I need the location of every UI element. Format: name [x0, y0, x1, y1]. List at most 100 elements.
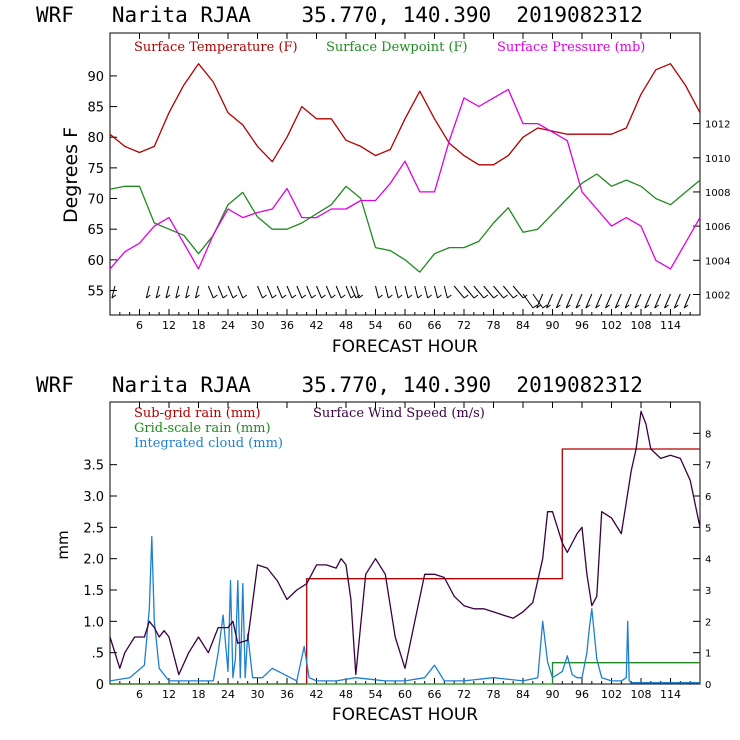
top-x-tick-label: 12	[162, 319, 176, 332]
wind-barb-flag	[644, 304, 650, 309]
wind-barb-flag	[483, 294, 489, 299]
wind-barb-flag	[291, 294, 297, 299]
wind-barb-flag	[340, 294, 346, 299]
top-y2-tick-label: 1002	[705, 290, 730, 301]
top-x-tick-label: 30	[251, 319, 265, 332]
bottom-y2-tick-label: 2	[705, 617, 711, 628]
top-y2-tick-label: 1012	[705, 120, 730, 131]
bottom-legend-wind: Surface Wind Speed (m/s)	[313, 406, 485, 421]
top-y-tick-label: 70	[87, 193, 104, 208]
bottom-x-tick-label: 60	[398, 688, 412, 701]
top-x-ticks: 6 12 18 24 30 36 42 48 54 60 66 72 78 84 90 96 102 108 114	[119, 33, 691, 332]
wind-barb	[575, 293, 583, 309]
bottom-x-tick-label: 24	[221, 688, 235, 701]
top-legend-temperature: Surface Temperature (F)	[134, 40, 298, 55]
bottom-x-tick-label: 108	[631, 688, 652, 701]
bottom-y-ticks: 0 .5 1.0 1.5 2.0 2.5 3.0 3.5	[83, 459, 117, 693]
wind-barb-flag	[473, 294, 479, 299]
bottom-y2-tick-label: 4	[705, 555, 711, 566]
top-y-tick-label: 60	[87, 254, 104, 269]
wind-barb	[355, 285, 360, 299]
top-x-tick-label: 108	[631, 319, 652, 332]
top-x-tick-label: 60	[398, 319, 412, 332]
wind-barb-flag	[575, 304, 581, 309]
wind-barb-flag	[378, 294, 383, 299]
bottom-y-axis-label: mm	[54, 530, 72, 559]
bottom-x-tick-label: 102	[601, 688, 622, 701]
bottom-y-tick-label: 0	[96, 678, 104, 693]
bottom-y-tick-label: 1.0	[83, 615, 104, 630]
top-x-tick-label: 24	[221, 319, 235, 332]
wind-barb	[325, 285, 332, 299]
wind-barb	[335, 285, 342, 299]
wind-barb	[493, 285, 504, 299]
wind-barb	[165, 285, 170, 299]
bottom-x-tick-label: 96	[575, 688, 589, 701]
wind-barb	[532, 293, 544, 309]
wind-barb-flag	[272, 294, 277, 299]
wind-barb-flag	[331, 294, 336, 299]
wind-barb-flag	[232, 294, 238, 299]
top-x-tick-label: 102	[601, 319, 622, 332]
wind-barb-flag	[683, 304, 689, 309]
bottom-x-tick-label: 84	[516, 688, 530, 701]
wind-barb	[155, 285, 160, 299]
bottom-x-tick-label: 6	[136, 688, 143, 701]
bottom-legend-cloud: Integrated cloud (mm)	[134, 436, 283, 451]
wind-barb	[443, 285, 448, 299]
wind-barb-flag	[615, 304, 620, 309]
wind-barb	[605, 293, 612, 309]
top-legend-pressure: Surface Pressure (mb)	[497, 40, 645, 55]
wind-barb	[394, 285, 399, 299]
wind-barb-flag	[503, 294, 508, 299]
bottom-y2-tick-label: 8	[705, 429, 711, 440]
top-x-tick-label: 78	[487, 319, 501, 332]
wind-barb-flag	[281, 294, 287, 299]
wind-barb-flag	[463, 294, 469, 299]
wind-barb	[673, 293, 681, 309]
top-x-tick-label: 84	[516, 319, 530, 332]
bottom-series	[109, 410, 701, 685]
top-y2-tick-label: 1004	[705, 256, 730, 267]
wind-barb	[546, 293, 553, 309]
bottom-y2-tick-label: 1	[705, 649, 711, 660]
wind-barb-flag	[355, 294, 361, 299]
top-x-tick-label: 114	[660, 319, 681, 332]
top-x-tick-label: 72	[457, 319, 471, 332]
wind-barb	[345, 285, 352, 299]
bottom-series-surface-wind-speed-m-s	[109, 410, 701, 676]
wind-barb	[384, 285, 389, 299]
top-x-tick-label: 66	[428, 319, 442, 332]
wind-barb-flag	[111, 294, 117, 299]
bottom-x-tick-label: 114	[660, 688, 681, 701]
wind-barb-flag	[447, 294, 452, 299]
top-y-tick-label: 65	[87, 223, 104, 238]
wind-barb	[654, 293, 662, 309]
wind-barb	[296, 285, 303, 299]
wind-barb	[217, 285, 224, 299]
wind-barb	[145, 285, 150, 299]
top-x-tick-label: 36	[280, 319, 294, 332]
wind-barb	[664, 293, 671, 309]
bottom-y2-tick-label: 7	[705, 461, 711, 472]
top-legend-dewpoint: Surface Dewpoint (F)	[326, 40, 468, 55]
wind-barb-flag	[417, 294, 423, 299]
wind-barb	[614, 293, 622, 309]
top-y-tick-label: 85	[87, 101, 104, 116]
wind-barb-flag	[155, 294, 161, 299]
bottom-chart: WRF Narita RJAA 35.770, 140.390 20190823…	[36, 373, 711, 725]
bottom-y-tick-label: 3.5	[83, 459, 104, 474]
top-y2-tick-label: 1010	[705, 154, 730, 165]
bottom-x-tick-label: 48	[339, 688, 353, 701]
top-x-tick-label: 42	[310, 319, 324, 332]
wind-barb-flag	[532, 304, 538, 309]
top-y2-tick-label: 1006	[705, 222, 730, 233]
bottom-y2-tick-label: 3	[705, 586, 711, 597]
top-y-tick-label: 75	[87, 162, 104, 177]
wind-barb-flag	[242, 294, 248, 299]
top-x-tick-label: 6	[136, 319, 143, 332]
bottom-legend-gridscale: Grid-scale rain (mm)	[134, 421, 271, 436]
wind-barb	[683, 293, 691, 309]
wind-barb-flag	[185, 294, 190, 299]
